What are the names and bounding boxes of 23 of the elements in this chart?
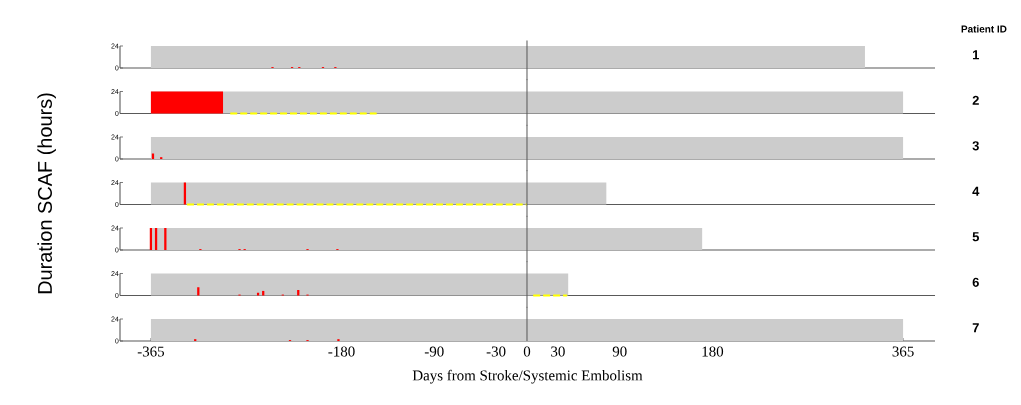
y2-axis-title: 4 xyxy=(972,186,980,196)
bar xyxy=(197,287,200,296)
y2-axis-title: 5 xyxy=(972,232,980,242)
x-tick-label: 365 xyxy=(892,346,914,357)
x-tick-label: -90 xyxy=(424,346,444,357)
x-tick-label: -365 xyxy=(137,346,165,357)
x-axis-title: Days from Stroke/Systemic Embolism xyxy=(412,369,643,384)
y-axis-title: Duration SCAF (hours) xyxy=(37,93,56,294)
x-tick-label: -30 xyxy=(486,346,506,357)
x-tick-label: -180 xyxy=(328,346,355,357)
y2-axis-title: 3 xyxy=(972,141,979,151)
y2-axis-title: 6 xyxy=(972,277,979,287)
y2-axis-title: 2 xyxy=(972,95,979,105)
text: Patient ID xyxy=(961,25,1007,33)
x-tick-label: 90 xyxy=(612,346,627,357)
x-tick-label: 0 xyxy=(523,346,531,357)
y2-axis-title: 7 xyxy=(972,323,979,333)
x-tick-label: 180 xyxy=(702,346,724,357)
bar xyxy=(297,290,300,296)
y2-axis-title: 1 xyxy=(972,50,980,60)
bar xyxy=(256,292,260,296)
x-tick-label: 30 xyxy=(551,346,565,357)
bar xyxy=(262,290,265,296)
